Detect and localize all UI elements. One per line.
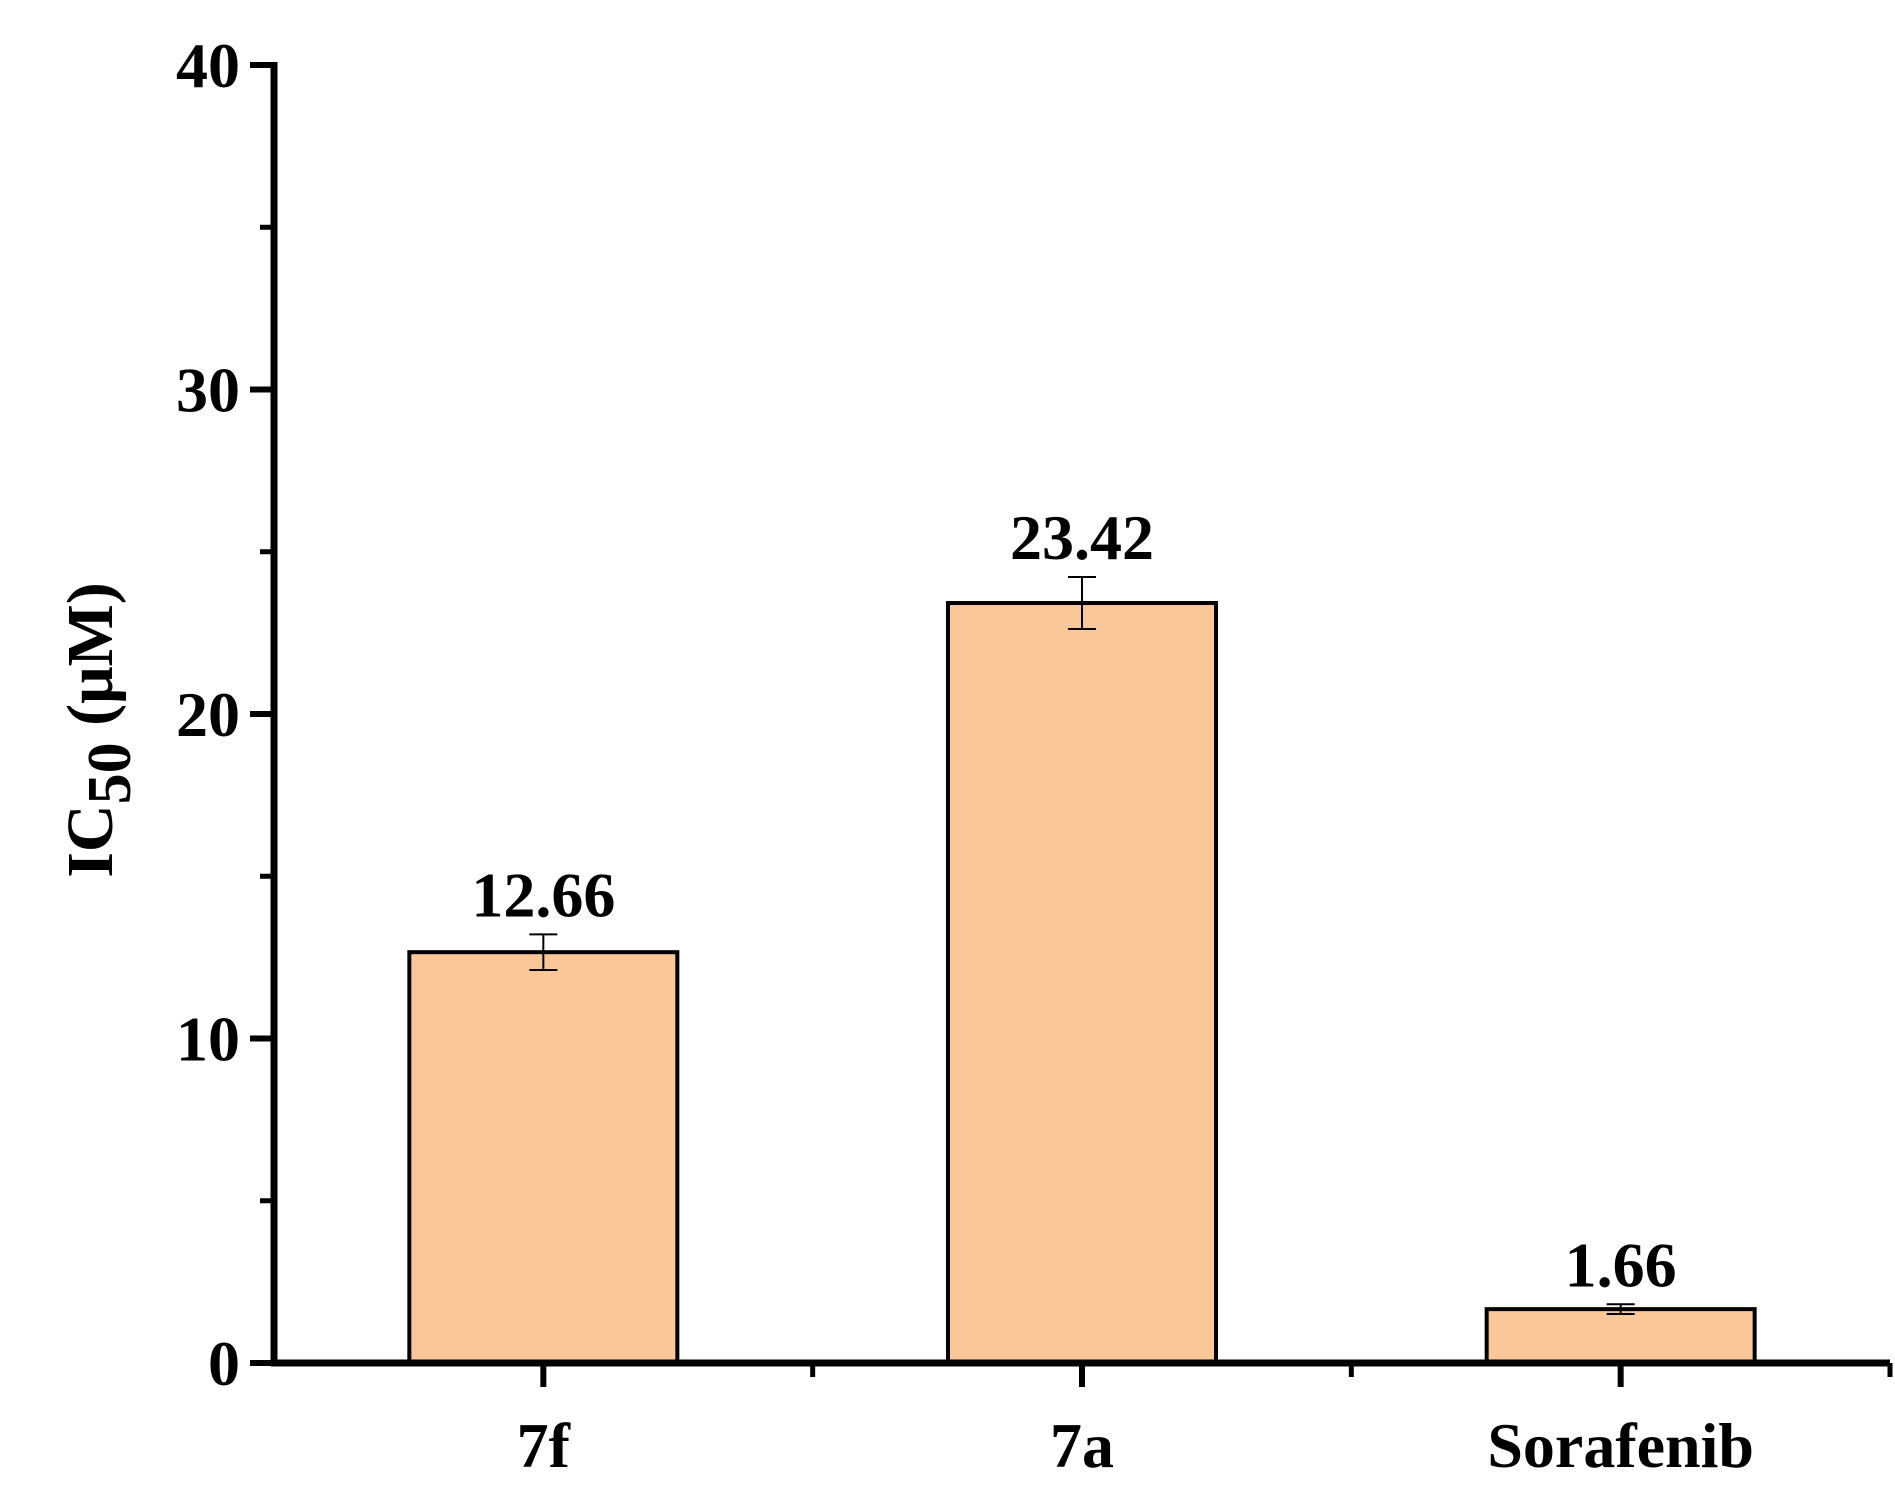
- y-tick-label-0: 0: [208, 1328, 240, 1399]
- y-tick-label-40: 40: [176, 30, 240, 101]
- bar-7f: [407, 950, 680, 1365]
- error-bars-group: [529, 576, 1635, 1316]
- y-axis-label: IC50 (μM): [54, 582, 144, 878]
- x-tick-label-7a: 7a: [1050, 1410, 1114, 1480]
- y-tick-label-20: 20: [176, 679, 240, 750]
- data-label-7a: 23.42: [1010, 502, 1154, 573]
- y-axis-label-main: IC: [54, 804, 127, 877]
- bar-sorafenib: [1484, 1307, 1757, 1366]
- y-axis-label-unit: (μM): [54, 582, 127, 742]
- data-label-7f: 12.66: [471, 859, 615, 930]
- x-tick-label-7f: 7f: [517, 1410, 571, 1480]
- y-axis-label-subscript: 50: [76, 742, 144, 804]
- y-tick-label-30: 30: [176, 355, 240, 426]
- axes-group: [250, 62, 1893, 1387]
- y-tick-label-10: 10: [176, 1004, 240, 1075]
- x-tick-label-sorafenib: Sorafenib: [1487, 1410, 1754, 1480]
- bar-7a: [946, 601, 1218, 1365]
- tick-labels-group: 7f 7a Sorafenib 0 10 20 30 40: [176, 30, 1754, 1481]
- data-label-sorafenib: 1.66: [1565, 1229, 1677, 1300]
- data-labels-group: 12.66 23.42 1.66: [471, 502, 1676, 1300]
- bars-group: [407, 601, 1757, 1366]
